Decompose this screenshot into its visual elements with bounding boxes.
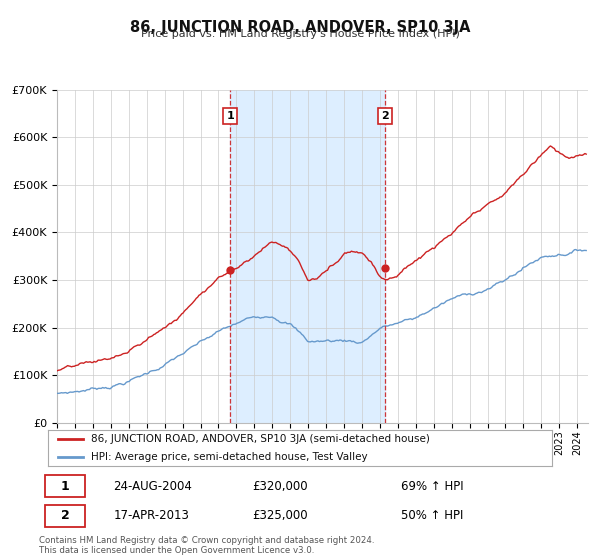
Text: £320,000: £320,000 bbox=[252, 479, 308, 493]
FancyBboxPatch shape bbox=[46, 475, 85, 497]
Text: 2: 2 bbox=[381, 111, 389, 121]
Text: 17-APR-2013: 17-APR-2013 bbox=[113, 509, 190, 522]
FancyBboxPatch shape bbox=[46, 505, 85, 527]
Text: 50% ↑ HPI: 50% ↑ HPI bbox=[401, 509, 463, 522]
Text: Price paid vs. HM Land Registry's House Price Index (HPI): Price paid vs. HM Land Registry's House … bbox=[140, 29, 460, 39]
Text: 24-AUG-2004: 24-AUG-2004 bbox=[113, 479, 193, 493]
Text: 2: 2 bbox=[61, 509, 70, 522]
Text: HPI: Average price, semi-detached house, Test Valley: HPI: Average price, semi-detached house,… bbox=[91, 452, 367, 462]
Text: 1: 1 bbox=[61, 479, 70, 493]
Text: Contains HM Land Registry data © Crown copyright and database right 2024.: Contains HM Land Registry data © Crown c… bbox=[39, 536, 374, 545]
Text: 69% ↑ HPI: 69% ↑ HPI bbox=[401, 479, 463, 493]
Text: 86, JUNCTION ROAD, ANDOVER, SP10 3JA (semi-detached house): 86, JUNCTION ROAD, ANDOVER, SP10 3JA (se… bbox=[91, 435, 430, 444]
Text: This data is licensed under the Open Government Licence v3.0.: This data is licensed under the Open Gov… bbox=[39, 547, 314, 556]
Text: 1: 1 bbox=[226, 111, 234, 121]
Text: £325,000: £325,000 bbox=[252, 509, 308, 522]
Bar bbox=[230, 90, 385, 423]
Text: 86, JUNCTION ROAD, ANDOVER, SP10 3JA: 86, JUNCTION ROAD, ANDOVER, SP10 3JA bbox=[130, 20, 470, 35]
